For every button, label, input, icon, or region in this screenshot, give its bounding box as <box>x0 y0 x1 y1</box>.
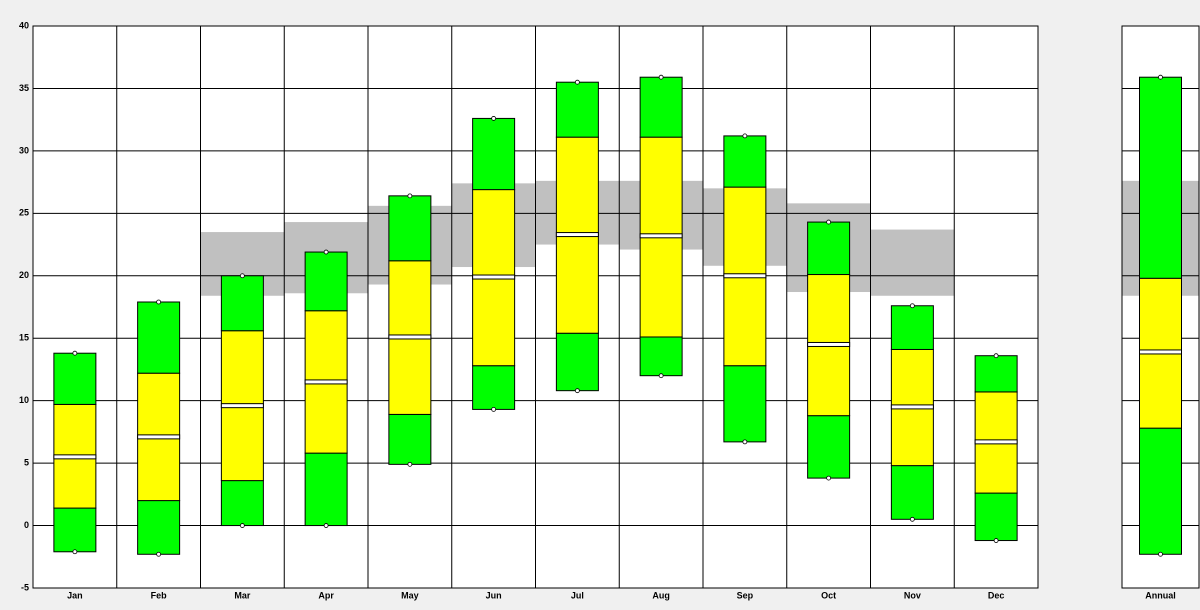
median <box>807 341 851 347</box>
lower-whisker-box <box>555 332 599 392</box>
median <box>639 233 683 239</box>
lower-whisker-box <box>53 507 97 553</box>
max-point <box>491 116 497 121</box>
lower-whisker-box <box>220 480 264 527</box>
x-tick-label: Dec <box>988 590 1005 600</box>
y-tick-label: 40 <box>19 20 29 30</box>
max-point <box>323 249 329 255</box>
y-tick-label: 20 <box>19 270 29 280</box>
max-point <box>909 303 915 309</box>
min-point <box>323 523 329 528</box>
y-tick-label: -5 <box>21 582 29 592</box>
max-point <box>658 74 664 80</box>
plot: Annual <box>1121 25 1200 600</box>
min-point <box>826 475 832 481</box>
x-tick-label: Jun <box>486 590 502 600</box>
min-point <box>993 538 999 543</box>
min-point <box>156 551 162 557</box>
min-point <box>407 461 413 467</box>
x-tick-label: Sep <box>737 590 754 600</box>
max-point <box>72 350 78 356</box>
median <box>974 439 1018 445</box>
median <box>472 274 516 280</box>
min-point <box>658 373 664 379</box>
y-tick-label: 10 <box>19 395 29 405</box>
median <box>723 273 767 279</box>
x-tick-label: Nov <box>904 590 921 600</box>
median <box>137 434 181 440</box>
upper-whisker-box <box>53 352 97 405</box>
median <box>304 379 348 385</box>
median <box>890 404 934 410</box>
x-tick-label: Apr <box>318 590 334 600</box>
lower-whisker-box <box>890 465 934 520</box>
min-point <box>72 549 78 555</box>
min-point <box>239 523 245 528</box>
y-tick-label: 0 <box>24 520 29 530</box>
plot-border <box>32 25 1039 589</box>
min-point <box>742 439 748 445</box>
x-tick-label: Oct <box>821 590 836 600</box>
x-tick-label: Feb <box>151 590 168 600</box>
y-tick-label: 25 <box>19 208 29 218</box>
upper-whisker-box <box>1139 76 1182 279</box>
lower-whisker-box <box>388 413 432 465</box>
upper-whisker-box <box>220 275 264 332</box>
median <box>53 454 97 460</box>
median <box>220 403 264 409</box>
x-tick-label: Aug <box>652 590 670 600</box>
x-tick-label: Annual <box>1145 590 1176 600</box>
y-tick-label: 5 <box>24 457 29 467</box>
plot: -5 0 5 10 15 20 25 30 35 40 Jan Feb Mar Apr May Jun Jul A… <box>19 20 1039 600</box>
y-tick-label: 30 <box>19 145 29 155</box>
lower-whisker-box <box>639 336 683 377</box>
median <box>555 232 599 238</box>
max-point <box>574 79 580 85</box>
max-point <box>742 133 748 139</box>
upper-whisker-box <box>555 81 599 138</box>
max-point <box>993 353 999 359</box>
min-point <box>491 407 497 412</box>
min-point <box>574 388 580 394</box>
min-point <box>909 516 915 522</box>
max-point <box>407 193 413 199</box>
median <box>1139 349 1182 355</box>
x-tick-label: Mar <box>234 590 251 600</box>
band <box>870 229 955 296</box>
x-tick-label: May <box>401 590 419 600</box>
y-tick-label: 35 <box>19 83 29 93</box>
lower-whisker-box <box>137 500 181 555</box>
median <box>388 334 432 340</box>
upper-whisker-box <box>388 195 432 262</box>
upper-whisker-box <box>807 221 851 276</box>
upper-whisker-box <box>974 355 1018 393</box>
x-tick-label: Jan <box>67 590 83 600</box>
lower-whisker-box <box>304 452 348 527</box>
max-point <box>156 299 162 305</box>
max-point <box>1158 74 1163 80</box>
upper-whisker-box <box>304 251 348 312</box>
upper-whisker-box <box>890 305 934 350</box>
y-tick-label: 15 <box>19 333 29 343</box>
x-tick-label: Jul <box>571 590 584 600</box>
lower-whisker-box <box>472 365 516 410</box>
max-point <box>826 219 832 225</box>
min-point <box>1158 551 1163 557</box>
lower-whisker-box <box>807 415 851 479</box>
max-point <box>239 273 245 279</box>
lower-whisker-box <box>1139 427 1182 555</box>
upper-whisker-box <box>723 135 767 188</box>
upper-whisker-box <box>472 117 516 191</box>
lower-whisker-box <box>723 365 767 443</box>
plot-border <box>1121 25 1200 589</box>
upper-whisker-box <box>137 301 181 374</box>
lower-whisker-box <box>974 492 1018 542</box>
upper-whisker-box <box>639 76 683 138</box>
